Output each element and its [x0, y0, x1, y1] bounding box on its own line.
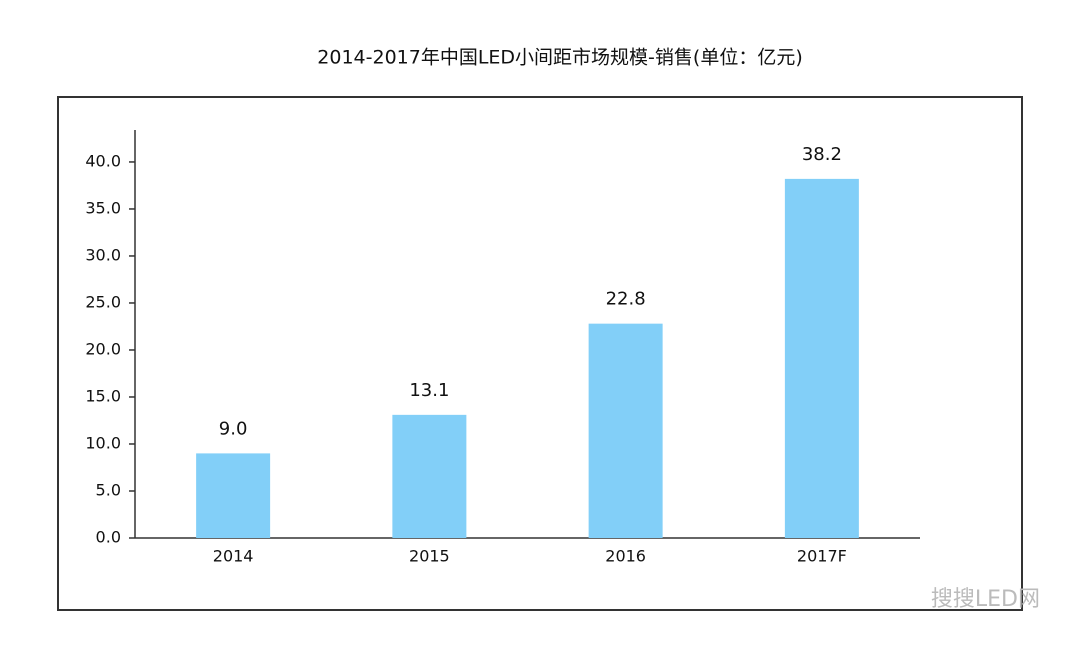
y-tick-label: 35.0	[85, 198, 121, 217]
y-tick-label: 15.0	[85, 386, 121, 405]
y-tick-label: 30.0	[85, 245, 121, 264]
x-tick-label: 2014	[213, 547, 254, 566]
bar	[196, 453, 271, 538]
y-tick-label: 0.0	[96, 528, 121, 547]
bar	[784, 178, 859, 538]
value-label: 9.0	[219, 418, 248, 439]
y-tick-label: 25.0	[85, 292, 121, 311]
bar	[588, 323, 663, 538]
value-label: 13.1	[409, 380, 449, 401]
chart-title: 2014-2017年中国LED小间距市场规模-销售(单位：亿元)	[317, 47, 802, 69]
y-tick-label: 10.0	[85, 433, 121, 452]
value-label: 22.8	[606, 289, 646, 310]
x-tick-label: 2015	[409, 547, 450, 566]
x-tick-label: 2017F	[797, 547, 847, 566]
y-tick-label: 5.0	[96, 480, 121, 499]
chart-frame	[57, 96, 1023, 611]
x-tick-label: 2016	[605, 547, 646, 566]
watermark: 搜搜LED网	[931, 587, 1040, 612]
y-tick-label: 20.0	[85, 339, 121, 358]
value-label: 38.2	[802, 144, 842, 165]
bar	[392, 414, 467, 538]
y-tick-label: 40.0	[85, 151, 121, 170]
